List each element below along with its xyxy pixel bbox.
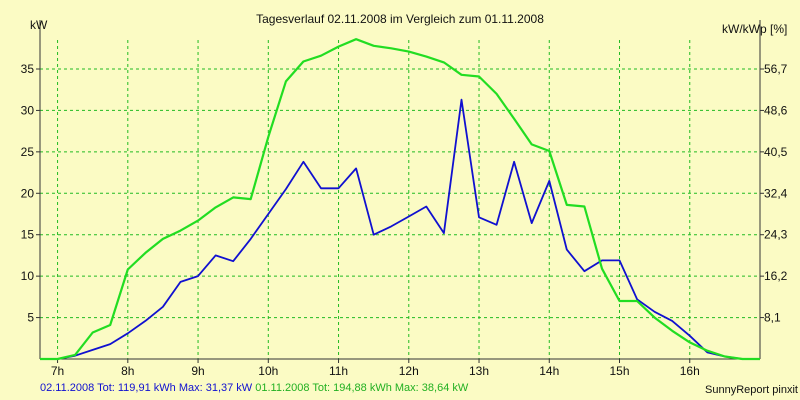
x-tick-label: 10h <box>258 364 278 378</box>
y-right-tick-label: 48,6 <box>764 103 788 117</box>
y-left-tick-label: 35 <box>21 62 35 76</box>
series-line-2 <box>40 38 760 361</box>
y-right-tick-label: 16,2 <box>764 269 788 283</box>
series-layer <box>40 38 760 361</box>
x-tick-label: 8h <box>121 364 134 378</box>
gridlines <box>40 40 760 359</box>
legend-series-2: 01.11.2008 Tot: 194,88 kWh Max: 38,64 kW <box>255 382 469 394</box>
tick-labels: 7h 8h 9h 10h 11h 12h 13h 14h 15h 16h 5 8,1 10 16,2 15 2… <box>21 62 788 378</box>
x-tick-label: 11h <box>329 364 348 378</box>
x-tick-label: 7h <box>51 364 64 378</box>
y-right-tick-label: 40,5 <box>764 145 788 159</box>
y-left-tick-label: 15 <box>21 228 35 242</box>
y-right-tick-label: 24,3 <box>764 228 788 242</box>
x-tick-label: 16h <box>680 364 700 378</box>
y-left-tick-label: 25 <box>21 145 35 159</box>
y-left-tick-label: 5 <box>27 311 34 325</box>
x-tick-label: 9h <box>191 364 204 378</box>
y-left-tick-label: 30 <box>21 103 35 117</box>
y-axis-right-label: kW/kWp [%] <box>722 22 788 36</box>
y-left-tick-label: 10 <box>21 269 35 283</box>
y-left-tick-label: 20 <box>21 186 35 200</box>
chart-title: Tagesverlauf 02.11.2008 im Vergleich zum… <box>256 12 544 26</box>
legend-series-1: 02.11.2008 Tot: 119,91 kWh Max: 31,37 kW <box>40 382 253 394</box>
y-right-tick-label: 56,7 <box>764 62 788 76</box>
series-line-1 <box>40 98 760 360</box>
x-tick-label: 12h <box>399 364 419 378</box>
y-right-tick-label: 32,4 <box>764 186 788 200</box>
x-tick-label: 15h <box>609 364 629 378</box>
legend-footer: 02.11.2008 Tot: 119,91 kWh Max: 31,37 kW… <box>40 382 468 394</box>
x-tick-label: 14h <box>539 364 559 378</box>
y-right-tick-label: 8,1 <box>764 311 781 325</box>
x-tick-label: 13h <box>469 364 489 378</box>
y-axis-left-label: kW <box>30 18 48 32</box>
axes <box>36 20 764 363</box>
credit-text: SunnyReport pinxit <box>705 384 798 396</box>
